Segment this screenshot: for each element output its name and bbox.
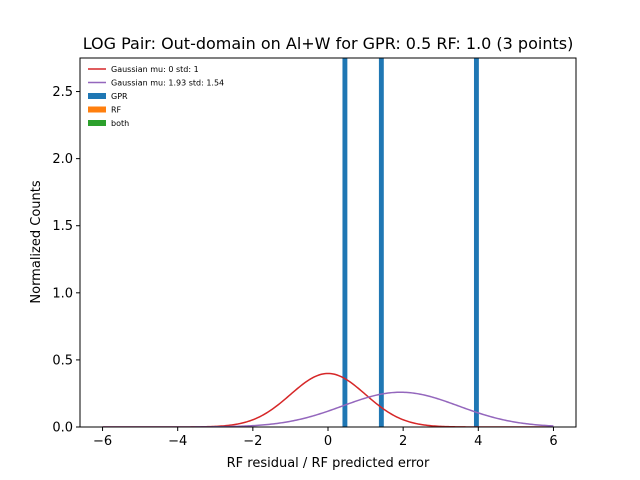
x-tick-label: 6: [549, 434, 557, 449]
x-axis-label: RF residual / RF predicted error: [227, 456, 430, 471]
axes-frame: [79, 57, 577, 428]
x-tick-label: −4: [168, 434, 187, 449]
y-tick-label: 1.5: [52, 219, 73, 234]
y-axis-label: Normalized Counts: [29, 180, 44, 303]
legend: Gaussian mu: 0 std: 1 Gaussian mu: 1.93 s…: [88, 65, 224, 128]
legend-swatch-3: [88, 106, 106, 113]
x-tick-label: −2: [243, 434, 262, 449]
y-tick-label: 0.0: [52, 421, 73, 436]
y-axis: 0.0 0.5 1.0 1.5 2.0 2.5: [52, 85, 80, 436]
x-tick-label: −6: [93, 434, 112, 449]
legend-label-3: RF: [111, 106, 122, 115]
x-tick-label: 0: [324, 434, 332, 449]
x-axis: −6 −4 −2 0 2 4 6: [93, 427, 558, 449]
legend-label-1: Gaussian mu: 1.93 std: 1.54: [111, 79, 224, 88]
chart-title: LOG Pair: Out-domain on Al+W for GPR: 0.…: [83, 34, 574, 53]
x-tick-label: 2: [399, 434, 407, 449]
y-tick-label: 1.0: [52, 286, 73, 301]
y-tick-label: 0.5: [52, 353, 73, 368]
legend-swatch-4: [88, 120, 106, 126]
legend-swatch-2: [88, 93, 106, 99]
gaussian-line-1: [102, 391, 554, 427]
y-tick-label: 2.5: [52, 85, 73, 100]
legend-label-4: both: [111, 119, 129, 128]
legend-label-0: Gaussian mu: 0 std: 1: [111, 65, 199, 74]
gaussian-line-0: [102, 372, 554, 427]
x-tick-label: 4: [474, 434, 482, 449]
bar-gpr-1: [378, 58, 384, 427]
y-tick-label: 2.0: [52, 152, 73, 167]
plot-area: [79, 57, 577, 428]
legend-label-2: GPR: [111, 92, 128, 101]
bar-gpr-0: [342, 58, 348, 427]
bar-gpr-2: [473, 58, 479, 427]
plot-marks: [102, 58, 554, 427]
